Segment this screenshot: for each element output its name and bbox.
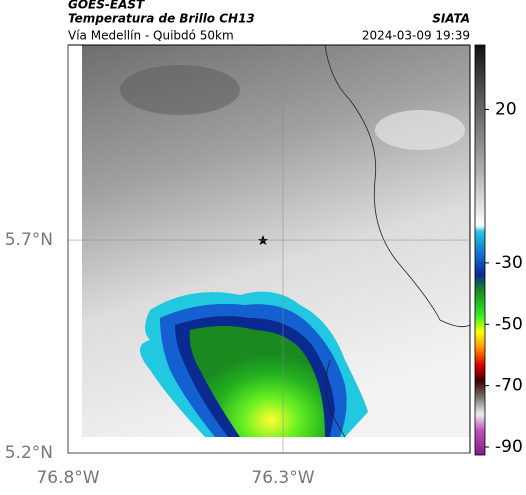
satellite-image [82, 44, 471, 438]
colorbar-tick-label: -50 [495, 314, 523, 334]
y-tick-label: 5.7°N [5, 230, 53, 250]
x-tick-label: 76.8°W [36, 468, 99, 488]
subtitle: Temperatura de Brillo CH13 [68, 12, 255, 26]
colorbar-tick-label: 20 [495, 99, 517, 119]
y-tick-label: 5.2°N [5, 443, 53, 463]
colorbar-tick-label: -90 [495, 437, 523, 457]
x-tick-label: 76.3°W [251, 468, 314, 488]
colorbar-tick-label: -30 [495, 253, 523, 273]
title: GOES-EAST [68, 0, 145, 12]
source: SIATA [432, 12, 470, 26]
timestamp: 2024-03-09 19:39 [362, 29, 470, 43]
region: Vía Medellín - Quibdó 50km [68, 29, 234, 43]
colorbar-tick-label: -70 [495, 376, 523, 396]
colorbar [474, 44, 486, 456]
